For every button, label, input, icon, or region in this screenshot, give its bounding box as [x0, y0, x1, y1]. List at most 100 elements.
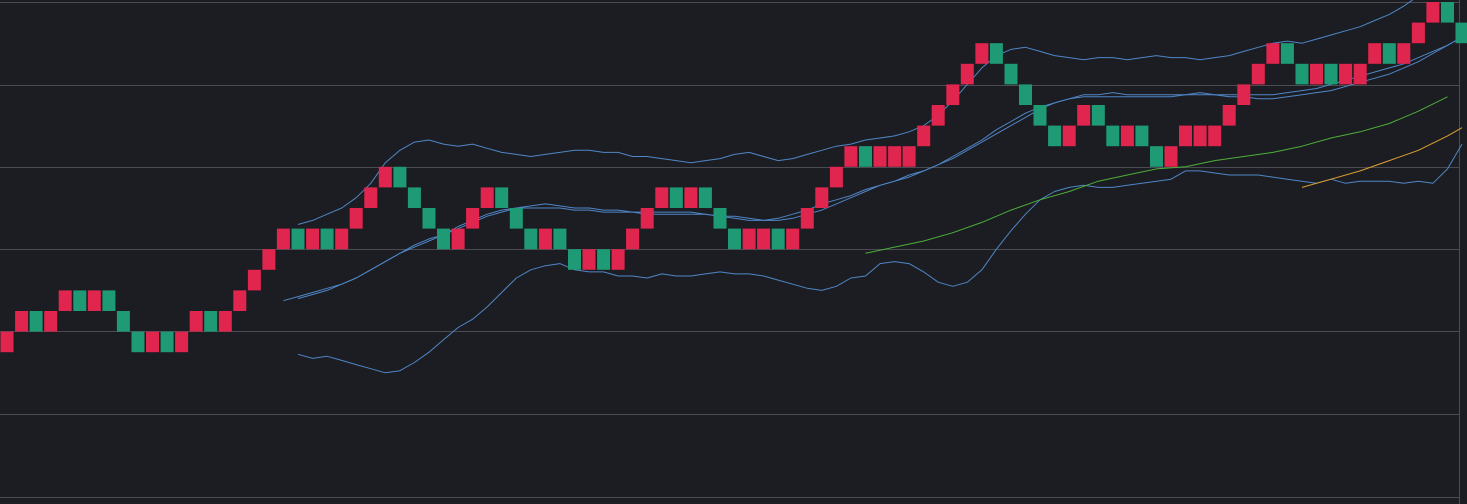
renko-brick-down[interactable]: [669, 187, 683, 208]
renko-brick-up[interactable]: [189, 311, 203, 332]
renko-brick-up[interactable]: [58, 290, 72, 311]
renko-brick-down[interactable]: [1106, 125, 1120, 147]
renko-brick-down[interactable]: [73, 290, 87, 311]
renko-brick-up[interactable]: [44, 311, 58, 332]
renko-brick-down[interactable]: [568, 249, 581, 270]
renko-brick-up[interactable]: [1193, 125, 1207, 147]
renko-brick-down[interactable]: [1019, 84, 1032, 105]
renko-brick-up[interactable]: [742, 228, 756, 250]
renko-brick-down[interactable]: [160, 331, 174, 353]
renko-brick-down[interactable]: [597, 249, 611, 270]
renko-brick-down[interactable]: [393, 166, 407, 188]
renko-brick-up[interactable]: [815, 187, 829, 208]
renko-brick-up[interactable]: [538, 228, 552, 250]
renko-brick-down[interactable]: [1048, 125, 1062, 147]
renko-brick-up[interactable]: [757, 228, 771, 250]
renko-brick-down[interactable]: [320, 228, 334, 250]
renko-brick-up[interactable]: [1179, 125, 1192, 147]
renko-brick-up[interactable]: [1266, 43, 1280, 64]
renko-brick-up[interactable]: [1077, 105, 1091, 126]
renko-brick-down[interactable]: [524, 228, 538, 250]
renko-brick-up[interactable]: [1251, 63, 1265, 85]
renko-brick-down[interactable]: [1135, 125, 1149, 147]
renko-brick-up[interactable]: [626, 228, 640, 250]
renko-brick-up[interactable]: [844, 146, 858, 167]
renko-brick-up[interactable]: [1237, 84, 1251, 105]
renko-brick-down[interactable]: [495, 187, 509, 208]
renko-brick-down[interactable]: [1091, 105, 1105, 126]
renko-brick-up[interactable]: [146, 331, 159, 353]
renko-brick-up[interactable]: [1411, 22, 1425, 44]
renko-brick-up[interactable]: [175, 331, 189, 353]
renko-brick-down[interactable]: [116, 311, 130, 332]
renko-brick-up[interactable]: [1368, 43, 1382, 64]
renko-brick-up[interactable]: [378, 166, 392, 188]
renko-brick-down[interactable]: [102, 290, 116, 311]
renko-brick-up[interactable]: [655, 187, 669, 208]
renko-brick-down[interactable]: [29, 311, 43, 332]
renko-brick-down[interactable]: [859, 146, 872, 167]
renko-brick-up[interactable]: [786, 228, 800, 250]
renko-brick-up[interactable]: [975, 43, 989, 64]
renko-brick-up[interactable]: [1426, 2, 1440, 23]
renko-brick-down[interactable]: [131, 331, 145, 353]
renko-brick-up[interactable]: [335, 228, 349, 250]
renko-brick-up[interactable]: [917, 125, 931, 147]
renko-brick-up[interactable]: [480, 187, 494, 208]
renko-brick-down[interactable]: [291, 228, 305, 250]
renko-brick-up[interactable]: [640, 208, 654, 229]
renko-brick-down[interactable]: [204, 311, 218, 332]
renko-brick-down[interactable]: [698, 187, 712, 208]
renko-brick-down[interactable]: [1324, 63, 1338, 85]
renko-brick-up[interactable]: [960, 63, 974, 85]
renko-brick-up[interactable]: [888, 146, 902, 167]
renko-brick-down[interactable]: [422, 208, 436, 229]
renko-brick-up[interactable]: [15, 311, 29, 332]
renko-brick-up[interactable]: [946, 84, 960, 105]
renko-brick-up[interactable]: [233, 290, 247, 311]
renko-brick-up[interactable]: [218, 311, 232, 332]
renko-brick-up[interactable]: [684, 187, 698, 208]
renko-brick-up[interactable]: [611, 249, 625, 270]
renko-brick-down[interactable]: [509, 208, 523, 229]
renko-brick-down[interactable]: [407, 187, 421, 208]
renko-brick-up[interactable]: [276, 228, 290, 250]
renko-brick-down[interactable]: [1441, 2, 1454, 23]
renko-brick-down[interactable]: [728, 228, 741, 250]
renko-brick-up[interactable]: [247, 269, 261, 291]
renko-brick-down[interactable]: [1004, 63, 1018, 85]
renko-brick-up[interactable]: [349, 208, 363, 229]
renko-brick-down[interactable]: [1455, 22, 1467, 44]
renko-brick-up[interactable]: [1208, 125, 1222, 147]
renko-brick-up[interactable]: [0, 331, 14, 353]
renko-brick-down[interactable]: [989, 43, 1003, 64]
renko-brick-up[interactable]: [1062, 125, 1076, 147]
renko-brick-up[interactable]: [1397, 43, 1411, 64]
renko-brick-up[interactable]: [262, 249, 276, 270]
renko-brick-down[interactable]: [437, 228, 450, 250]
renko-brick-down[interactable]: [713, 208, 727, 229]
renko-brick-up[interactable]: [829, 166, 843, 188]
renko-brick-up[interactable]: [1164, 146, 1178, 167]
renko-brick-up[interactable]: [364, 187, 378, 208]
renko-brick-up[interactable]: [466, 208, 480, 229]
renko-brick-up[interactable]: [1120, 125, 1134, 147]
renko-brick-up[interactable]: [931, 105, 945, 126]
renko-brick-up[interactable]: [1222, 105, 1236, 126]
renko-brick-up[interactable]: [873, 146, 887, 167]
renko-brick-down[interactable]: [1033, 105, 1047, 126]
renko-brick-down[interactable]: [771, 228, 785, 250]
renko-brick-down[interactable]: [1382, 43, 1396, 64]
renko-brick-up[interactable]: [306, 228, 320, 250]
renko-brick-up[interactable]: [902, 146, 916, 167]
renko-brick-up[interactable]: [1310, 63, 1323, 85]
renko-brick-up[interactable]: [800, 208, 814, 229]
renko-brick-down[interactable]: [1280, 43, 1294, 64]
renko-brick-down[interactable]: [1150, 146, 1163, 167]
renko-brick-up[interactable]: [1339, 63, 1353, 85]
renko-brick-up[interactable]: [1353, 63, 1367, 85]
renko-brick-up[interactable]: [582, 249, 596, 270]
renko-brick-down[interactable]: [1295, 63, 1309, 85]
